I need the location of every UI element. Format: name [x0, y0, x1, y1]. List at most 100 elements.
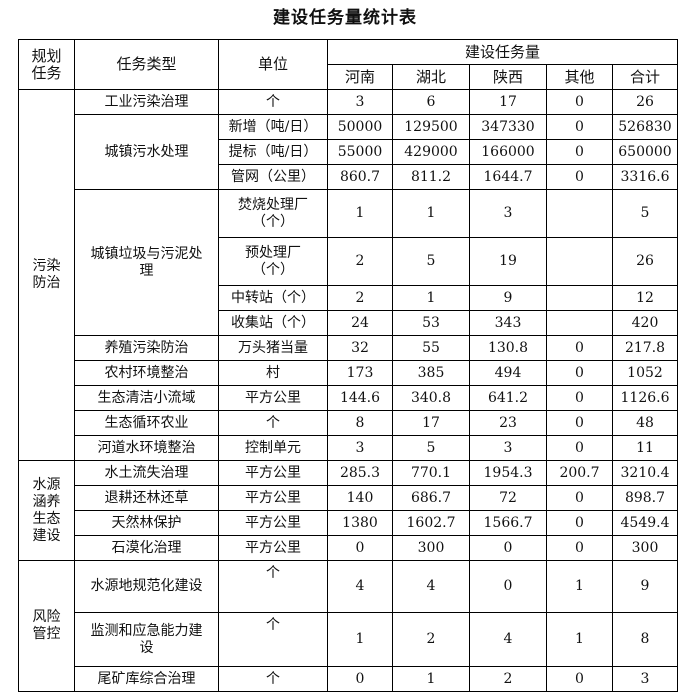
- table-row: 提标（吨/日） 55000 429000 166000 0 650000: [19, 139, 678, 165]
- task-type-cell: 退耕还林还草: [74, 485, 219, 511]
- value-cell-henan: 3: [327, 435, 393, 461]
- value-cell-henan: 2: [327, 237, 393, 286]
- value-cell-henan: 140: [327, 485, 393, 511]
- value-cell-total: 9: [612, 560, 678, 613]
- value-cell-shaanxi: 4: [469, 612, 547, 667]
- value-cell-total: 12: [612, 285, 678, 311]
- value-cell-shaanxi: 3: [469, 435, 547, 461]
- value-cell-hubei: 429000: [392, 139, 470, 165]
- table-row: 河道水环境整治 控制单元 3 5 3 0 11: [19, 435, 678, 461]
- table-row: 收集站（个） 24 53 343 420: [19, 310, 678, 336]
- value-cell-henan: 1: [327, 612, 393, 667]
- value-cell-other: 0: [546, 335, 613, 361]
- value-cell-total: 420: [612, 310, 678, 336]
- value-cell-other: 0: [546, 89, 613, 115]
- unit-cell: 预处理厂（个）: [218, 237, 328, 286]
- value-cell-other: [546, 285, 613, 311]
- task-type-cell: 城镇污水处理: [74, 114, 219, 190]
- category-cell: 风险管控: [18, 560, 75, 692]
- table-row: 生态循环农业个 8 17 23 0 48: [19, 410, 678, 436]
- unit-cell: 个: [218, 560, 328, 613]
- value-cell-other: 0: [546, 510, 613, 536]
- table-row: 中转站（个） 2 1 9 12: [19, 285, 678, 311]
- task-type-cell: 养殖污染防治: [74, 335, 219, 361]
- header-region: 湖北: [392, 64, 470, 90]
- value-cell-other: [546, 189, 613, 238]
- value-cell-hubei: 686.7: [392, 485, 470, 511]
- table-row: 农村环境整治村 173 385 494 0 1052: [19, 360, 678, 386]
- value-cell-hubei: 770.1: [392, 460, 470, 486]
- value-cell-other: 200.7: [546, 460, 613, 486]
- task-type-cell: 石漠化治理: [74, 535, 219, 561]
- value-cell-hubei: 385: [392, 360, 470, 386]
- unit-cell: 个: [218, 612, 328, 667]
- header-row: 规划任务 任务类型 单位 建设任务量: [18, 39, 678, 90]
- header-unit: 单位: [218, 39, 328, 90]
- header-region: 其他: [546, 64, 613, 90]
- task-type-cell: 农村环境整治: [74, 360, 219, 386]
- value-cell-total: 898.7: [612, 485, 678, 511]
- value-cell-total: 48: [612, 410, 678, 436]
- value-cell-total: 26: [612, 237, 678, 286]
- header-region: 合计: [612, 64, 678, 90]
- value-cell-hubei: 1: [392, 189, 470, 238]
- unit-cell: 平方公里: [218, 485, 328, 511]
- unit-cell: 平方公里: [218, 385, 328, 411]
- value-cell-hubei: 2: [392, 612, 470, 667]
- value-cell-hubei: 1: [392, 285, 470, 311]
- value-cell-total: 8: [612, 612, 678, 667]
- value-cell-other: 0: [546, 535, 613, 561]
- table-row: 天然林保护 平方公里 1380 1602.7 1566.7 0 4549.4: [19, 510, 678, 536]
- value-cell-shaanxi: 494: [469, 360, 547, 386]
- value-cell-shaanxi: 166000: [469, 139, 547, 165]
- unit-cell: 个: [218, 89, 328, 115]
- value-cell-shaanxi: 23: [469, 410, 547, 436]
- value-cell-other: 1: [546, 612, 613, 667]
- table-row: 退耕还林还草 平方公里 140 686.7 72 0 898.7: [19, 485, 678, 511]
- value-cell-other: 0: [546, 139, 613, 165]
- value-cell-hubei: 55: [392, 335, 470, 361]
- value-cell-shaanxi: 0: [469, 560, 547, 613]
- header-task-type: 任务类型: [74, 39, 219, 90]
- value-cell-total: 4549.4: [612, 510, 678, 536]
- value-cell-henan: 0: [327, 535, 393, 561]
- value-cell-shaanxi: 1954.3: [469, 460, 547, 486]
- value-cell-other: 0: [546, 485, 613, 511]
- value-cell-other: 1: [546, 560, 613, 613]
- task-type-cell: 河道水环境整治: [74, 435, 219, 461]
- table-row: 生态清洁小流域 平方公里 144.6 340.8 641.2 0 1126.6: [19, 385, 678, 411]
- table-row: 养殖污染防治 万头猪当量 32 55 130.8 0 217.8: [19, 335, 678, 361]
- value-cell-total: 3210.4: [612, 460, 678, 486]
- value-cell-henan: 3: [327, 89, 393, 115]
- value-cell-other: 0: [546, 410, 613, 436]
- value-cell-other: 0: [546, 164, 613, 190]
- header-category: 规划任务: [18, 39, 75, 90]
- value-cell-shaanxi: 9: [469, 285, 547, 311]
- value-cell-total: 1052: [612, 360, 678, 386]
- value-cell-shaanxi: 72: [469, 485, 547, 511]
- table-row: 监测和应急能力建设个 1 2 4 1 8: [19, 612, 678, 667]
- value-cell-hubei: 17: [392, 410, 470, 436]
- table-row: 风险管控 水源地规范化建设个 4 4 0 1 9: [18, 560, 678, 692]
- value-cell-henan: 1: [327, 189, 393, 238]
- header-group: 建设任务量: [327, 39, 678, 65]
- value-cell-hubei: 300: [392, 535, 470, 561]
- unit-cell: 收集站（个）: [218, 310, 328, 336]
- value-cell-total: 11: [612, 435, 678, 461]
- value-cell-henan: 2: [327, 285, 393, 311]
- task-type-cell: 生态清洁小流域: [74, 385, 219, 411]
- unit-cell: 新增（吨/日）: [218, 114, 328, 140]
- value-cell-henan: 860.7: [327, 164, 393, 190]
- value-cell-henan: 50000: [327, 114, 393, 140]
- value-cell-shaanxi: 3: [469, 189, 547, 238]
- category-cell: 水源涵养生态建设: [18, 460, 75, 561]
- value-cell-henan: 8: [327, 410, 393, 436]
- value-cell-henan: 144.6: [327, 385, 393, 411]
- value-cell-hubei: 129500: [392, 114, 470, 140]
- unit-cell: 控制单元: [218, 435, 328, 461]
- value-cell-henan: 55000: [327, 139, 393, 165]
- task-type-cell: 城镇垃圾与污泥处理: [74, 189, 219, 336]
- value-cell-shaanxi: 1566.7: [469, 510, 547, 536]
- value-cell-total: 26: [612, 89, 678, 115]
- value-cell-total: 3316.6: [612, 164, 678, 190]
